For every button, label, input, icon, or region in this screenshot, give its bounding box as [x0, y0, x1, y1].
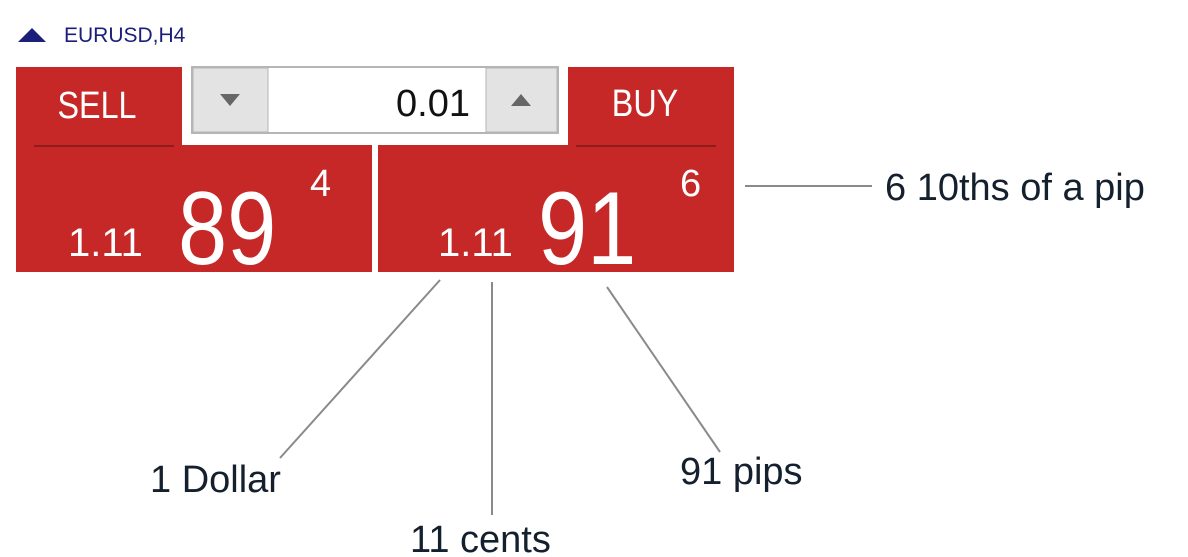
leader-line — [279, 279, 441, 459]
annotation: 1 Dollar — [150, 459, 281, 501]
leader-line — [606, 286, 721, 453]
volume-control: 0.01 — [191, 66, 559, 134]
sell-label: SELL — [58, 85, 137, 127]
annotation: 6 10ths of a pip — [885, 167, 1145, 209]
sell-price-prefix: 1.11 — [68, 221, 143, 265]
annotation: 11 cents — [410, 519, 551, 557]
sell-price-fraction: 4 — [310, 163, 331, 205]
annotation: 91 pips — [680, 451, 803, 493]
buy-button[interactable]: BUY 1.11 91 6 — [378, 67, 734, 287]
sell-price-box[interactable] — [16, 145, 372, 272]
sell-header[interactable] — [16, 67, 182, 147]
symbol: EURUSD,H4 — [64, 24, 186, 47]
buy-price-box[interactable] — [378, 145, 734, 272]
symbol-arrow — [18, 28, 46, 42]
buy-price-pips: 91 — [538, 171, 636, 286]
down-arrow — [220, 94, 240, 106]
buy-label: BUY — [612, 83, 678, 125]
up-arrow — [511, 94, 531, 106]
sell-button[interactable]: SELL 1.11 89 4 — [16, 67, 372, 287]
buy-price-prefix: 1.11 — [438, 221, 513, 265]
buy-header[interactable] — [568, 67, 734, 147]
sell-price-pips: 89 — [178, 171, 276, 286]
buy-price-fraction: 6 — [680, 163, 701, 205]
volume-input[interactable]: 0.01 — [396, 83, 470, 125]
